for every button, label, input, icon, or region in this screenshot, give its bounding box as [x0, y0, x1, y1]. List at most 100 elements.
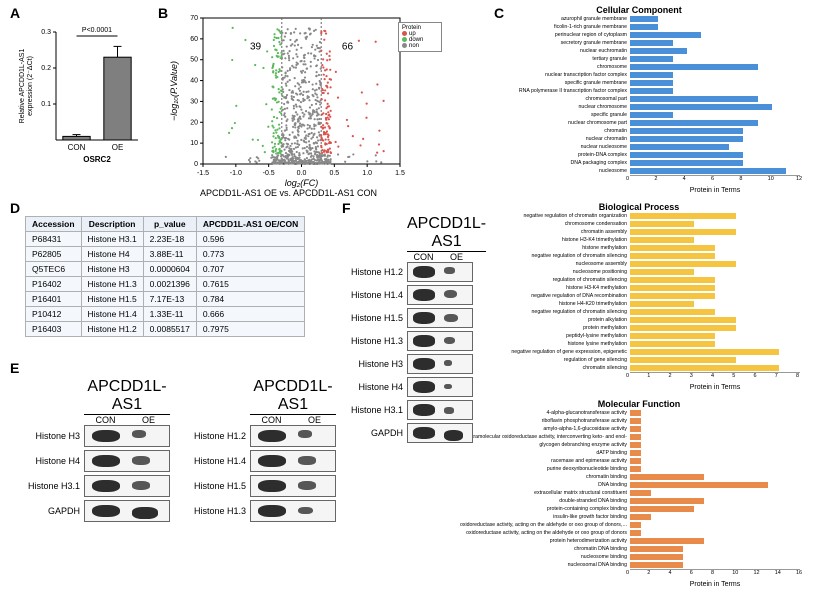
go-bar-row: 4-alpha-glucanotransferase activity: [460, 409, 818, 417]
wb-label: Histone H1.2: [345, 267, 407, 277]
go-bar-label: nuclear chromatin: [460, 136, 630, 142]
table-cell: 0.596: [196, 232, 304, 247]
go-bar: [630, 538, 704, 544]
panel-a-barchart: 0.10.20.3CONOEP<0.0001OSRC2Relative APCD…: [14, 18, 144, 168]
go-bar-label: riboflavin phosphotransferase activity: [460, 418, 630, 424]
wb-row: Histone H3.1: [14, 475, 174, 497]
wb-row: Histone H4: [345, 377, 475, 397]
svg-text:0.0: 0.0: [297, 170, 307, 177]
go-bar-row: DNA packaging complex: [460, 159, 818, 167]
go-bar: [630, 309, 715, 315]
go-bar-label: secretory granule membrane: [460, 40, 630, 46]
go-bar-label: RNA polymerase II transcription factor c…: [460, 88, 630, 94]
wb-row: Histone H3: [14, 425, 174, 447]
go-bar-label: chromosomal part: [460, 96, 630, 102]
table-cell: P16401: [26, 292, 82, 307]
go-bar: [630, 325, 736, 331]
go-bar: [630, 293, 715, 299]
go-chart-0: Cellular Componentazurophil granule memb…: [460, 5, 818, 194]
table-cell: 0.7615: [196, 277, 304, 292]
go-xlabel: Protein in Terms: [630, 384, 800, 391]
go-bar-label: 4-alpha-glucanotransferase activity: [460, 410, 630, 416]
go-bar-label: ficolin-1-rich granule membrane: [460, 24, 630, 30]
svg-text:50: 50: [190, 57, 198, 64]
go-bar: [630, 482, 768, 488]
go-bar-label: azurophil granule membrane: [460, 16, 630, 22]
svg-text:-0.5: -0.5: [263, 170, 275, 177]
go-bar-row: regulation of gene silencing: [460, 356, 818, 364]
go-bar-row: secretory granule membrane: [460, 39, 818, 47]
wb-label: Histone H1.4: [345, 290, 407, 300]
go-bar: [630, 245, 715, 251]
panel-f-blots: APCDD1L-AS1CONOEHistone H1.2Histone H1.4…: [345, 215, 475, 446]
wb-label: Histone H3: [345, 359, 407, 369]
go-bar: [630, 442, 641, 448]
svg-text:−log₁₀(P.Value): −log₁₀(P.Value): [169, 61, 179, 121]
go-bar-label: tertiary granule: [460, 56, 630, 62]
wb-lane: [407, 354, 473, 374]
go-bar: [630, 96, 758, 102]
table-header: p_value: [143, 217, 196, 232]
table-cell: P16403: [26, 322, 82, 337]
svg-text:0.1: 0.1: [41, 101, 51, 108]
wb-lane: [250, 450, 336, 472]
go-bar: [630, 349, 779, 355]
wb-lane: [407, 377, 473, 397]
wb-label: Histone H1.5: [345, 313, 407, 323]
go-bar-row: negative regulation of chromatin silenci…: [460, 308, 818, 316]
go-bar-row: nuclear euchromatin: [460, 47, 818, 55]
wb-lane: [250, 425, 336, 447]
svg-text:66: 66: [342, 41, 354, 52]
go-bar-label: nucleosome: [460, 168, 630, 174]
go-bar-label: nuclear nucleosome: [460, 144, 630, 150]
wb-lane: [407, 285, 473, 305]
go-bar-label: negative regulation of chromatin silenci…: [460, 253, 630, 259]
svg-text:OE: OE: [112, 143, 124, 152]
svg-text:70: 70: [190, 15, 198, 22]
wb-lane: [84, 425, 170, 447]
go-bar-label: chromatin binding: [460, 474, 630, 480]
go-bar-row: dATP binding: [460, 449, 818, 457]
wb-lane: [84, 450, 170, 472]
go-bar: [630, 112, 673, 118]
go-bar-label: regulation of chromatin silencing: [460, 277, 630, 283]
svg-text:Relative APCDD1L-AS1: Relative APCDD1L-AS1: [19, 49, 26, 124]
table-header: Description: [81, 217, 143, 232]
go-bar: [630, 434, 641, 440]
table-cell: Histone H3: [81, 262, 143, 277]
table-cell: Histone H3.1: [81, 232, 143, 247]
go-bar-row: histone methylation: [460, 244, 818, 252]
wb-label: Histone H1.3: [180, 506, 250, 516]
go-bar-row: specific granule membrane: [460, 79, 818, 87]
go-bar-row: negative regulation of chromatin organiz…: [460, 212, 818, 220]
go-bar-label: double-stranded DNA binding: [460, 498, 630, 504]
wb-lane: [407, 423, 473, 443]
go-bar: [630, 506, 694, 512]
go-bar-label: nuclear transcription factor complex: [460, 72, 630, 78]
wb-label: Histone H1.2: [180, 431, 250, 441]
go-bar-row: nucleosome assembly: [460, 260, 818, 268]
go-bar-row: chromatin binding: [460, 473, 818, 481]
table-cell: 0.0021396: [143, 277, 196, 292]
go-bar: [630, 160, 743, 166]
go-bar-row: chromatin silencing: [460, 364, 818, 372]
go-bar-label: protein methylation: [460, 325, 630, 331]
go-bar: [630, 365, 779, 371]
table-cell: Q5TEC6: [26, 262, 82, 277]
go-bar-row: peptidyl-lysine methylation: [460, 332, 818, 340]
go-bar: [630, 418, 641, 424]
go-bar-label: oxidoreductase activity, acting on the a…: [460, 522, 630, 528]
go-bar-label: purine deoxyribonucleotide binding: [460, 466, 630, 472]
go-bar-label: racemase and epimerase activity: [460, 458, 630, 464]
go-bar-row: ficolin-1-rich granule membrane: [460, 23, 818, 31]
go-bar: [630, 474, 704, 480]
go-bar-row: nuclear chromosome part: [460, 119, 818, 127]
go-bar: [630, 458, 641, 464]
go-bar-label: chromatin silencing: [460, 365, 630, 371]
go-bar-label: perinuclear region of cytoplasm: [460, 32, 630, 38]
wb-label: GAPDH: [345, 428, 407, 438]
go-bar-row: nuclear nucleosome: [460, 143, 818, 151]
table-cell: 2.23E-18: [143, 232, 196, 247]
table-cell: 0.0085517: [143, 322, 196, 337]
svg-text:10: 10: [190, 140, 198, 147]
